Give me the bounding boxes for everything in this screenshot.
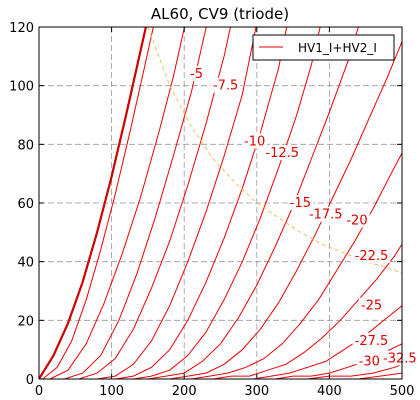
- series-label: -27.5: [355, 334, 389, 349]
- x-tick-label: 300: [244, 384, 269, 399]
- x-tick-label: 100: [99, 384, 124, 399]
- chart-title: AL60, CV9 (triode): [151, 5, 289, 23]
- series-label-bg: [352, 247, 391, 263]
- y-tick-label: 120: [9, 21, 34, 36]
- series-line: [39, 27, 148, 379]
- series-label: -7.5: [213, 79, 238, 94]
- series-label-bg: [344, 212, 370, 228]
- series-label: -12.5: [265, 146, 299, 161]
- series-label: -20: [346, 214, 367, 229]
- x-tick-label: 0: [35, 384, 43, 399]
- series-group: [39, 27, 402, 379]
- series-line: [191, 152, 402, 379]
- series-label-bg: [306, 206, 345, 222]
- series-line: [147, 27, 359, 379]
- series-label-bg: [210, 77, 241, 93]
- series-line: [213, 243, 402, 379]
- series-label-bg: [188, 65, 206, 81]
- series-label: -15: [290, 196, 311, 211]
- series-label-bg: [242, 133, 268, 149]
- series-label: -22.5: [355, 249, 389, 264]
- series-label: -5: [190, 67, 203, 82]
- y-tick-label: 40: [17, 256, 34, 271]
- series-line: [42, 27, 154, 379]
- y-tick-label: 100: [9, 80, 34, 95]
- y-tick-label: 0: [26, 373, 34, 388]
- y-tick-label: 20: [17, 314, 34, 329]
- series-label-bg: [381, 350, 419, 366]
- series-line: [314, 372, 402, 379]
- series-line: [285, 363, 402, 379]
- series-line: [235, 305, 402, 379]
- series-label: -30: [359, 354, 380, 369]
- series-label: -32.5: [383, 351, 417, 366]
- y-tick-label: 60: [17, 197, 34, 212]
- series-label-bg: [287, 195, 313, 210]
- series-label: -25: [361, 299, 382, 314]
- series-line: [49, 27, 186, 379]
- series-line: [97, 27, 257, 379]
- series-label-bg: [356, 353, 382, 369]
- series-line: [64, 27, 207, 379]
- y-tick-label: 80: [17, 138, 34, 153]
- series-line: [169, 41, 402, 379]
- legend-label: HV1_I+HV2_I: [298, 41, 377, 55]
- plot-area: -5 -7.5 -10-12.5 -15-17.5 -20 -22.5 -25 -27.5 -3…: [9, 21, 419, 399]
- series-label-bg: [263, 145, 302, 161]
- series-line: [133, 27, 321, 379]
- series-label: -17.5: [309, 208, 343, 223]
- series-line: [115, 27, 288, 379]
- x-tick-label: 500: [390, 384, 415, 399]
- series-label: -10: [244, 134, 265, 149]
- x-tick-label: 400: [317, 384, 342, 399]
- legend: HV1_I+HV2_I: [252, 34, 395, 61]
- series-label-bg: [358, 297, 385, 313]
- series-label-bg: [352, 332, 391, 348]
- x-tick-label: 200: [172, 384, 197, 399]
